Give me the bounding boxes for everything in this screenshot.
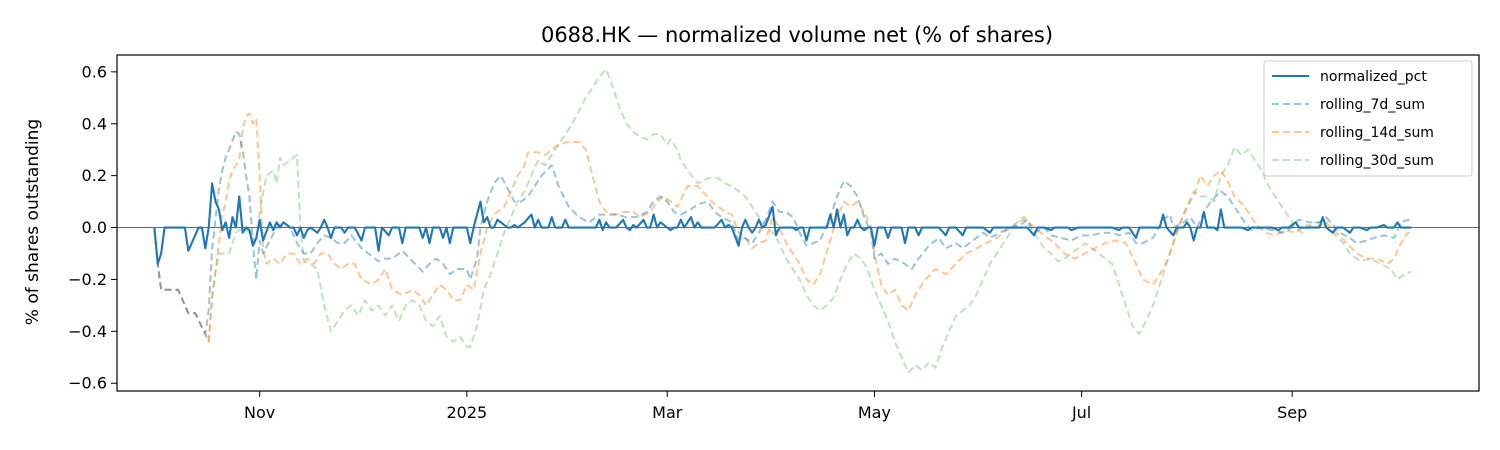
- plot-frame: [116, 54, 1480, 392]
- x-axis: Nov 2025 Mar May Jul Sep: [244, 391, 1307, 422]
- y-tick-label: −0.4: [68, 322, 107, 341]
- legend-label-rolling-14d-sum: rolling_14d_sum: [1320, 125, 1434, 141]
- y-tick-label: 0.4: [82, 114, 107, 133]
- legend: normalized_pct rolling_7d_sum rolling_14d_…: [1263, 60, 1473, 177]
- plot-area: [117, 68, 1479, 374]
- y-tick-label: 0.2: [82, 166, 107, 185]
- x-tick-label: Mar: [652, 403, 683, 422]
- legend-label-rolling-30d-sum: rolling_30d_sum: [1320, 153, 1434, 169]
- legend-label-normalized-pct: normalized_pct: [1320, 69, 1427, 85]
- series-line-rolling-14d-sum: [153, 112, 1412, 343]
- y-axis-label: % of shares outstanding: [23, 119, 43, 325]
- y-tick-label: −0.6: [68, 374, 107, 393]
- series-line-normalized-pct: [153, 182, 1412, 265]
- chart-title: 0688.HK — normalized volume net (% of sh…: [541, 23, 1053, 47]
- x-tick-label: 2025: [446, 403, 487, 422]
- y-axis: −0.6 −0.4 −0.2 0.0 0.2 0.4 0.6: [68, 62, 117, 393]
- y-tick-label: 0.0: [82, 218, 107, 237]
- x-tick-label: May: [858, 403, 891, 422]
- y-tick-label: −0.2: [68, 270, 107, 289]
- series-line-rolling-7d-sum: [153, 130, 1412, 335]
- series-line-rolling-30d-sum: [153, 68, 1412, 374]
- legend-box: [1263, 60, 1473, 177]
- x-tick-label: Sep: [1277, 403, 1307, 422]
- y-tick-label: 0.6: [82, 62, 107, 81]
- legend-label-rolling-7d-sum: rolling_7d_sum: [1320, 97, 1425, 113]
- x-tick-label: Nov: [244, 403, 275, 422]
- x-tick-label: Jul: [1071, 403, 1091, 422]
